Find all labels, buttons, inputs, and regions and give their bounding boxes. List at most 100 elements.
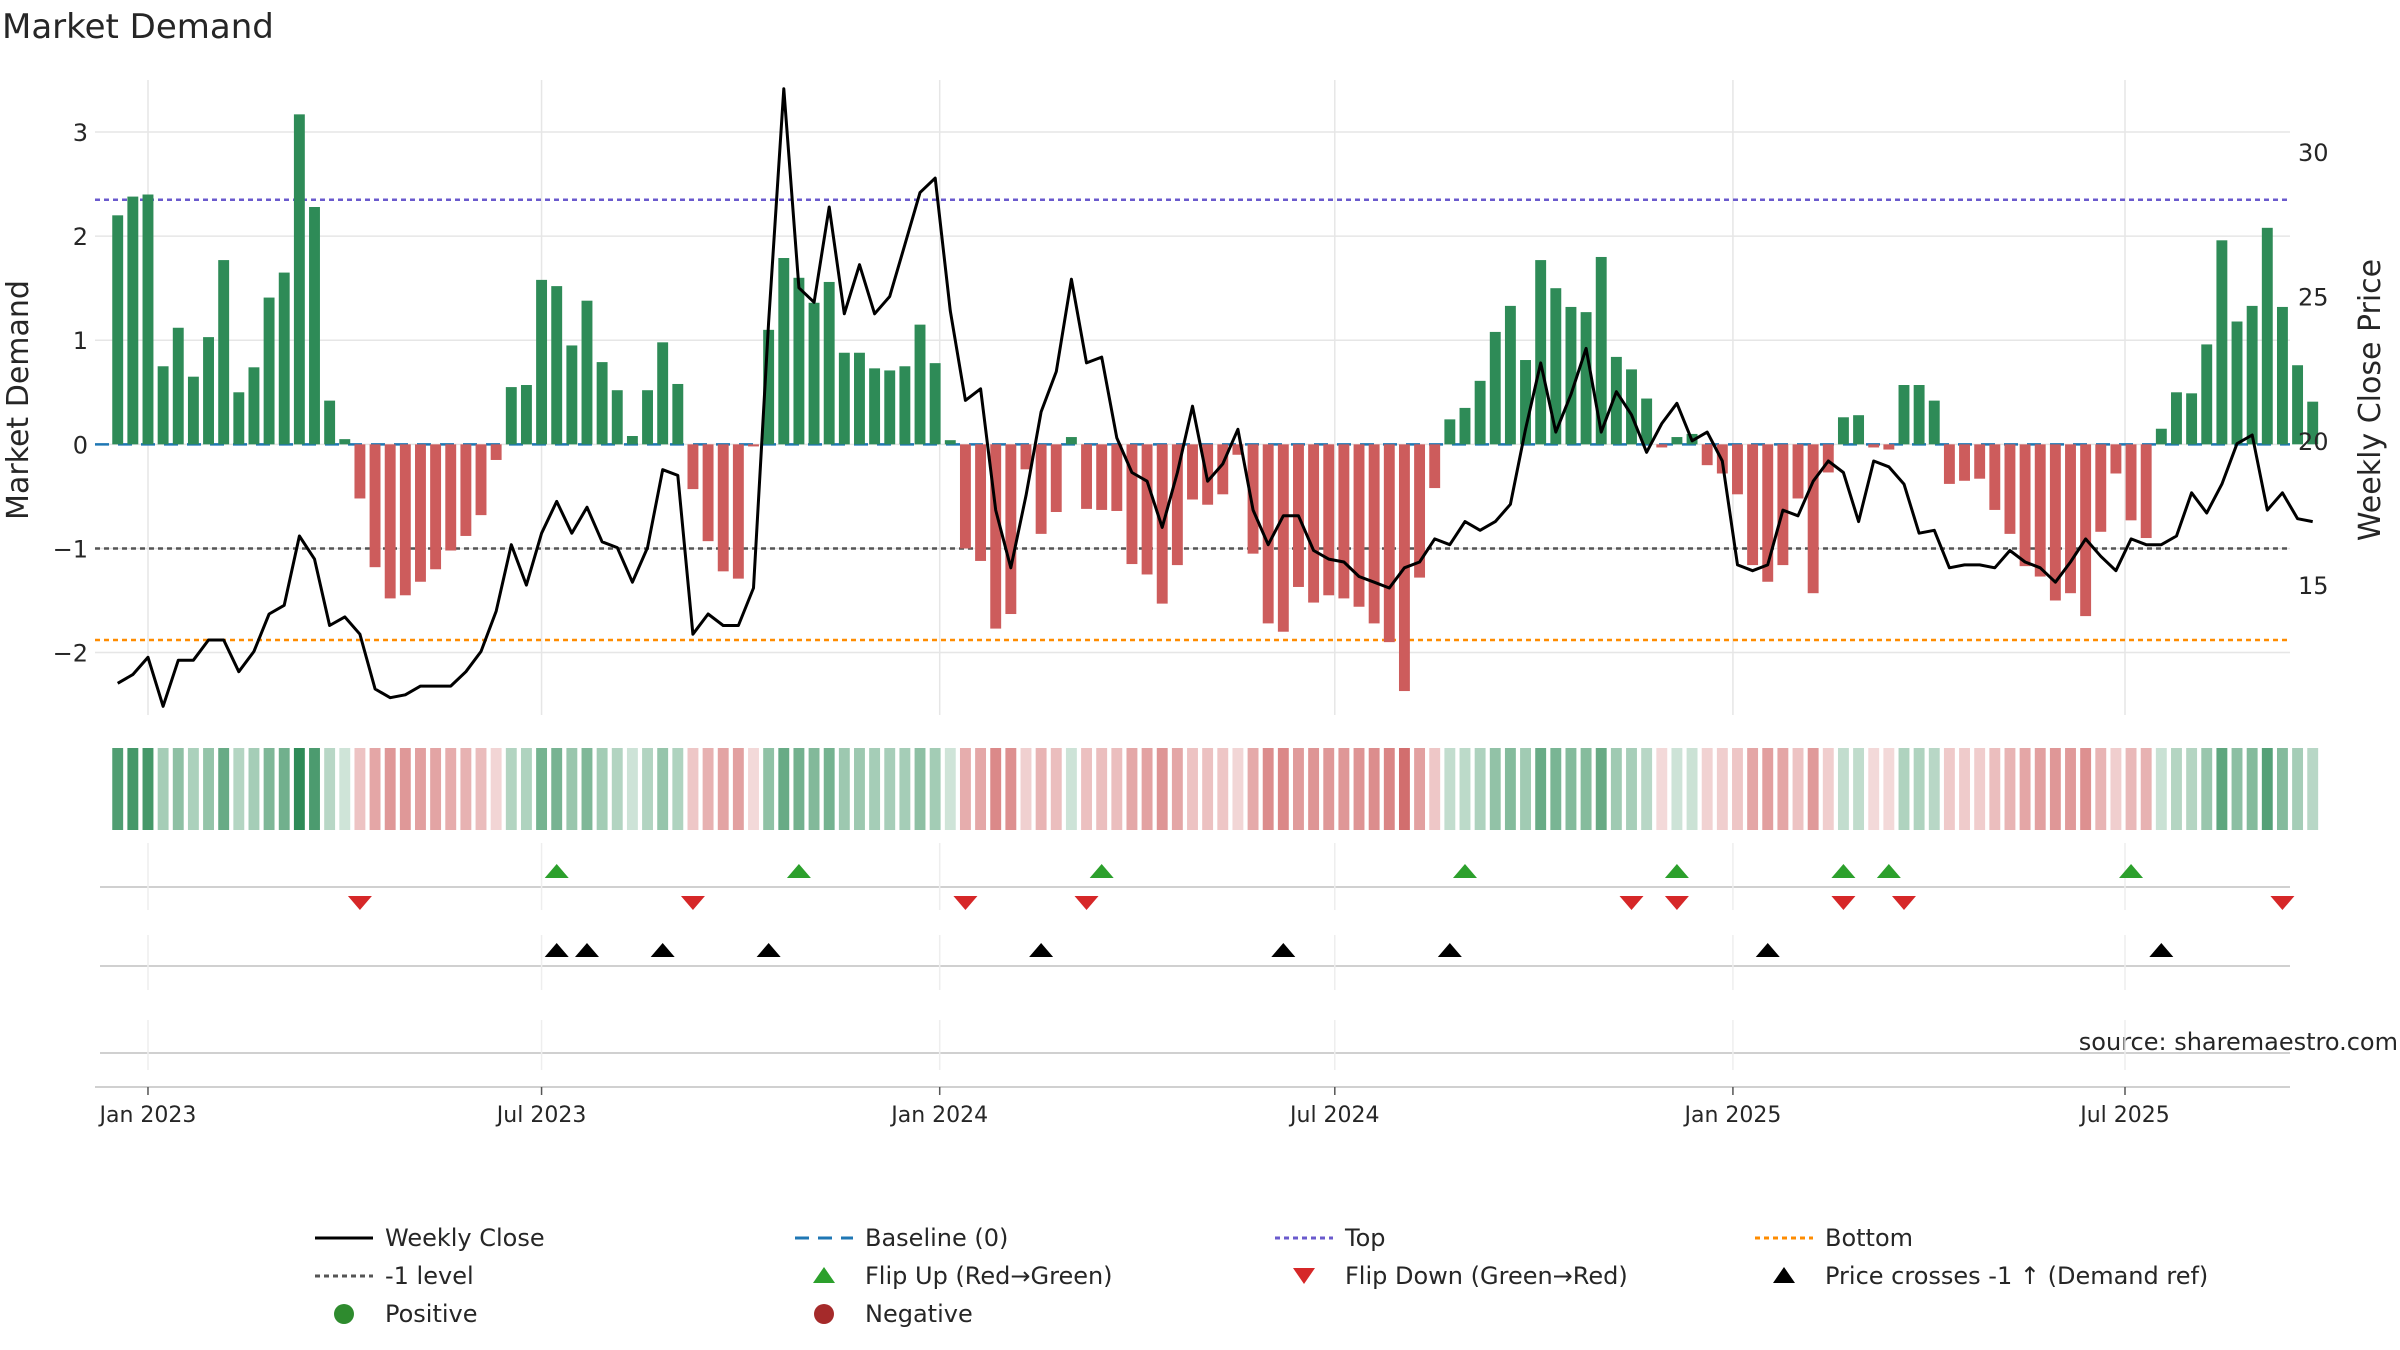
demand-bar-positive — [838, 352, 850, 445]
demand-bar-negative — [1247, 444, 1259, 554]
flip-down-marker — [2270, 896, 2295, 910]
x-tick-label: Jul 2025 — [2078, 1103, 2170, 1128]
heat-cell — [157, 748, 169, 830]
demand-bar-negative — [990, 444, 1002, 629]
demand-bar-negative — [702, 444, 714, 542]
heat-cell — [914, 748, 926, 830]
heat-cell — [2216, 748, 2228, 830]
heat-cell — [1565, 748, 1577, 830]
heat-cell — [778, 748, 790, 830]
heat-cell — [1338, 748, 1350, 830]
heat-cell — [1610, 748, 1622, 830]
demand-bar-negative — [1822, 444, 1834, 473]
heat-cell — [430, 748, 442, 830]
heat-cell — [1187, 748, 1198, 830]
heat-cell — [1701, 748, 1713, 830]
heat-cell — [1898, 748, 1910, 830]
heat-cell — [1747, 748, 1759, 830]
heat-cell — [1641, 748, 1653, 830]
demand-bars — [112, 114, 2319, 692]
heat-cell — [1096, 748, 1108, 830]
demand-bar-negative — [1959, 444, 1970, 481]
heat-cell — [2004, 748, 2016, 830]
heat-cell — [1535, 748, 1547, 830]
legend-label-baseline: Baseline (0) — [865, 1224, 1008, 1252]
heat-cell — [566, 748, 578, 830]
heat-cell — [248, 748, 260, 830]
flip-down-marker — [680, 896, 705, 910]
heat-cell — [233, 748, 245, 830]
heat-cell — [1959, 748, 1970, 830]
x-tick-label: Jan 2023 — [98, 1103, 197, 1128]
legend-label-top: Top — [1344, 1224, 1386, 1252]
demand-bar-positive — [1928, 400, 1940, 445]
legend-swatch-flip-up — [813, 1267, 835, 1283]
demand-bar-positive — [157, 366, 169, 445]
demand-bar-positive — [1595, 256, 1607, 445]
heat-cell — [672, 748, 684, 830]
heat-cell — [2110, 748, 2122, 830]
demand-bar-positive — [778, 258, 790, 445]
demand-bar-positive — [626, 436, 638, 445]
heat-cell — [2034, 748, 2046, 830]
heat-cell — [2231, 748, 2243, 830]
demand-bar-positive — [1550, 288, 1562, 445]
demand-bar-negative — [2049, 444, 2061, 601]
heat-cell — [1626, 748, 1637, 830]
source-note: source: sharemaestro.com — [2079, 1028, 2398, 1056]
heat-cell — [399, 748, 411, 830]
demand-bar-negative — [2019, 444, 2031, 567]
demand-bar-negative — [1762, 444, 1774, 582]
demand-bar-negative — [959, 444, 971, 549]
heat-cell — [354, 748, 366, 830]
demand-bar-positive — [203, 337, 214, 445]
x-tick-label: Jan 2025 — [1682, 1103, 1781, 1128]
demand-bar-positive — [793, 277, 805, 445]
heat-cell — [1277, 748, 1289, 830]
heat-cell — [1141, 748, 1153, 830]
left-tick-label: −2 — [53, 640, 88, 668]
price-cross-marker — [1271, 943, 1296, 957]
heat-cell — [869, 748, 881, 830]
demand-bar-positive — [642, 390, 653, 445]
price-cross-marker — [756, 943, 781, 957]
heat-cell — [1989, 748, 2001, 830]
demand-bar-positive — [2292, 365, 2304, 445]
heat-cell — [1822, 748, 1834, 830]
heat-cell — [1732, 748, 1743, 830]
heat-cell — [1974, 748, 1986, 830]
heat-cell — [415, 748, 426, 830]
heat-cell — [2140, 748, 2152, 830]
flip-down-marker — [953, 896, 978, 910]
demand-bar-negative — [1414, 444, 1426, 578]
heat-cell — [2201, 748, 2213, 830]
demand-bar-positive — [505, 387, 517, 445]
heat-cell — [1474, 748, 1486, 830]
demand-bar-positive — [1520, 360, 1531, 445]
legend-label-negative: Negative — [865, 1300, 973, 1328]
heat-cell — [1883, 748, 1895, 830]
heat-cell — [1686, 748, 1698, 830]
x-tick-label: Jan 2024 — [889, 1103, 988, 1128]
demand-bar-positive — [1610, 356, 1622, 445]
demand-bar-negative — [384, 444, 396, 599]
demand-bar-negative — [1943, 444, 1955, 484]
legend-label-positive: Positive — [385, 1300, 478, 1328]
legend-label-bottom: Bottom — [1825, 1224, 1913, 1252]
heat-cell — [1716, 748, 1728, 830]
heat-cell — [990, 748, 1002, 830]
demand-bar-negative — [2095, 444, 2107, 532]
demand-bar-negative — [475, 444, 487, 516]
demand-bar-negative — [748, 444, 759, 447]
demand-bar-negative — [1126, 444, 1138, 565]
demand-bar-positive — [536, 279, 548, 445]
demand-bar-positive — [127, 196, 139, 445]
heat-cell — [309, 748, 320, 830]
heat-cell — [536, 748, 548, 830]
demand-bar-positive — [566, 345, 578, 445]
demand-bar-negative — [1383, 444, 1395, 643]
demand-bar-positive — [2186, 393, 2198, 445]
x-axis-ticks: Jan 2023 Jul 2023 Jan 2024 Jul 2024 Jan 2025… — [98, 1087, 2170, 1128]
demand-bar-negative — [1081, 444, 1092, 509]
heat-cell — [490, 748, 502, 830]
